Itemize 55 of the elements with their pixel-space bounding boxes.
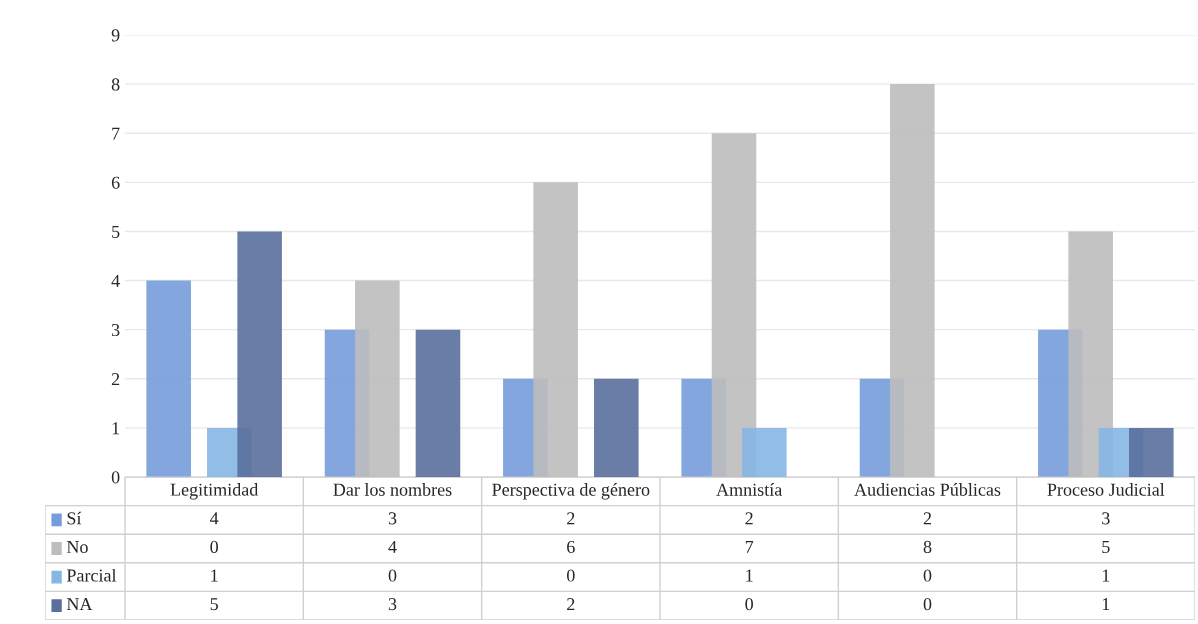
legend-label: Parcial: [66, 568, 117, 582]
data-label: 2: [923, 512, 932, 525]
data-label: 7: [745, 541, 754, 553]
data-label: 1: [211, 569, 218, 582]
y-tick-label: 0: [111, 471, 120, 484]
data-label: 3: [388, 598, 397, 611]
bar: [711, 133, 757, 477]
x-tick-label: Audiencias Públicas: [854, 483, 1001, 496]
data-label: 3: [388, 512, 397, 525]
data-label: 0: [923, 569, 932, 582]
y-tick-label: 3: [111, 323, 120, 337]
data-label: 4: [388, 540, 397, 553]
y-tick-label: 4: [111, 274, 120, 287]
y-tick-label: 5: [112, 225, 120, 238]
x-tick-label: Proceso Judicial: [1047, 483, 1165, 496]
data-label: 8: [923, 540, 932, 554]
bar: [355, 280, 400, 477]
bar: [1068, 231, 1113, 477]
data-label: 5: [210, 598, 218, 611]
bar: [237, 231, 282, 477]
x-tick-label: Perspectiva de género: [492, 483, 650, 500]
x-tick-label: Amnistía: [716, 483, 783, 496]
data-label: 5: [1102, 541, 1110, 554]
x-tick-label: Dar los nombres: [333, 483, 452, 496]
x-tick-label: Legitimidad: [170, 483, 259, 500]
data-label: 1: [1102, 569, 1110, 582]
legend-label: Sí: [67, 511, 82, 525]
data-label: 1: [1102, 598, 1110, 611]
data-label: 0: [923, 598, 932, 611]
data-label: 2: [567, 598, 575, 611]
data-label: 4: [210, 512, 219, 525]
data-label: 2: [567, 512, 575, 525]
bar: [1129, 427, 1174, 477]
data-label: 0: [388, 569, 397, 582]
bar: [890, 84, 935, 477]
legend-label: NA: [66, 598, 93, 611]
bar: [146, 280, 191, 477]
y-tick-label: 9: [111, 29, 120, 42]
data-label: 1: [746, 569, 753, 582]
y-tick-label: 1: [112, 422, 120, 435]
data-label: 3: [1102, 512, 1110, 525]
data-label: 0: [745, 598, 753, 611]
y-tick-label: 7: [112, 127, 120, 140]
y-tick-label: 6: [111, 176, 120, 189]
y-tick-label: 8: [111, 78, 120, 91]
bar: [742, 427, 787, 477]
data-label: 2: [745, 512, 753, 525]
bar: [533, 182, 578, 477]
legend-label: No: [66, 541, 88, 554]
bar: [415, 329, 461, 477]
data-label: 0: [567, 569, 575, 582]
data-label: 6: [567, 540, 575, 554]
data-label: 0: [210, 540, 218, 554]
bar: [594, 378, 639, 477]
y-tick-label: 2: [111, 373, 120, 386]
